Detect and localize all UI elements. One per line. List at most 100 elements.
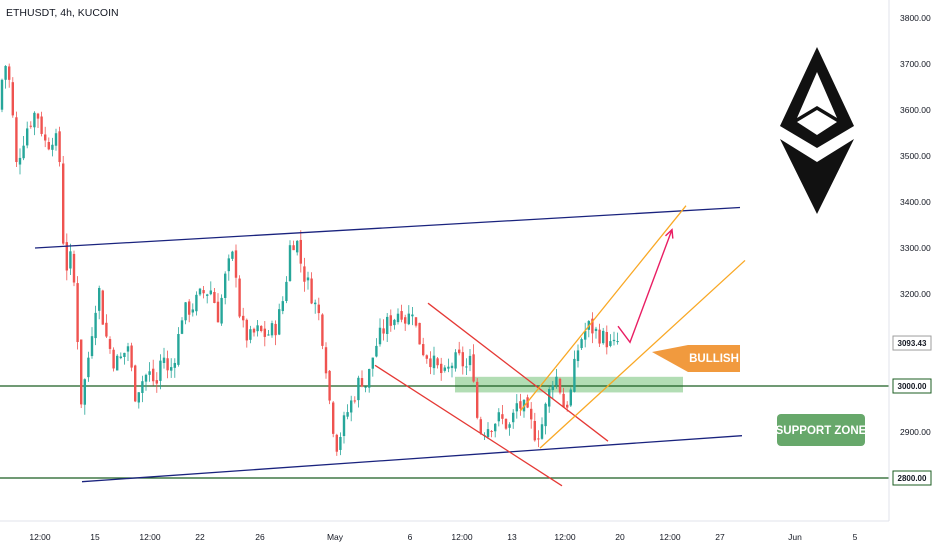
candle[interactable] xyxy=(479,416,482,435)
candle[interactable] xyxy=(177,327,180,367)
candle[interactable] xyxy=(332,400,335,438)
candle[interactable] xyxy=(548,386,551,413)
candle[interactable] xyxy=(591,312,594,344)
trendlines-layer[interactable] xyxy=(34,205,746,487)
candle[interactable] xyxy=(220,294,223,326)
candle[interactable] xyxy=(76,276,79,350)
candle[interactable] xyxy=(468,348,472,372)
candles-layer[interactable] xyxy=(0,63,619,456)
candle[interactable] xyxy=(256,320,259,337)
candle[interactable] xyxy=(40,111,43,137)
candle[interactable] xyxy=(497,408,500,427)
candle[interactable] xyxy=(105,314,108,339)
candle[interactable] xyxy=(378,318,382,347)
candle[interactable] xyxy=(285,276,288,304)
candle[interactable] xyxy=(576,344,580,368)
candle[interactable] xyxy=(519,393,522,416)
candle[interactable] xyxy=(580,337,583,350)
candle[interactable] xyxy=(299,230,302,273)
candle[interactable] xyxy=(98,285,101,320)
candle[interactable] xyxy=(126,342,130,361)
candle[interactable] xyxy=(432,346,436,375)
candle[interactable] xyxy=(440,357,443,381)
candle[interactable] xyxy=(263,321,266,347)
candle[interactable] xyxy=(551,380,554,400)
candle[interactable] xyxy=(422,337,425,357)
candle[interactable] xyxy=(44,126,47,148)
candle[interactable] xyxy=(598,323,601,347)
candle[interactable] xyxy=(616,332,619,345)
candle[interactable] xyxy=(573,350,576,393)
candle[interactable] xyxy=(191,303,194,317)
candle[interactable] xyxy=(310,272,313,305)
candle[interactable] xyxy=(425,354,428,364)
candle[interactable] xyxy=(537,430,540,448)
candle[interactable] xyxy=(11,77,14,118)
candle[interactable] xyxy=(144,373,148,391)
candle[interactable] xyxy=(260,325,263,333)
candle[interactable] xyxy=(605,325,608,355)
candle[interactable] xyxy=(155,372,158,393)
candle[interactable] xyxy=(119,352,122,360)
candle[interactable] xyxy=(544,402,547,435)
candle[interactable] xyxy=(612,331,616,346)
candle[interactable] xyxy=(267,330,270,336)
candle[interactable] xyxy=(328,369,331,405)
candle[interactable] xyxy=(587,320,590,338)
candle[interactable] xyxy=(288,240,292,282)
candle[interactable] xyxy=(375,338,378,358)
candle[interactable] xyxy=(108,336,112,354)
candle[interactable] xyxy=(472,344,475,383)
candle[interactable] xyxy=(447,358,450,373)
time-axis[interactable]: 12:00 15 12:00 22 26 May 6 12:00 13 12:00 20 12:00 2… xyxy=(0,520,889,542)
candle[interactable] xyxy=(33,111,36,136)
candle[interactable] xyxy=(512,409,515,429)
candle[interactable] xyxy=(29,121,32,129)
candle[interactable] xyxy=(461,346,464,375)
candle[interactable] xyxy=(569,387,572,407)
candle[interactable] xyxy=(242,307,245,328)
lower-channel-line[interactable] xyxy=(81,435,743,483)
candle[interactable] xyxy=(8,63,11,88)
candle[interactable] xyxy=(278,303,281,336)
candle[interactable] xyxy=(501,404,504,425)
candle[interactable] xyxy=(465,358,468,376)
candle[interactable] xyxy=(62,155,65,245)
candle[interactable] xyxy=(26,121,29,149)
candle[interactable] xyxy=(101,289,104,325)
candle[interactable] xyxy=(202,285,205,299)
candle[interactable] xyxy=(22,136,25,161)
candle[interactable] xyxy=(206,293,209,304)
candle[interactable] xyxy=(476,378,479,420)
candle[interactable] xyxy=(404,314,407,331)
candle[interactable] xyxy=(490,430,493,438)
candle[interactable] xyxy=(371,357,374,377)
candle[interactable] xyxy=(360,370,364,388)
candle[interactable] xyxy=(209,281,212,296)
candle[interactable] xyxy=(72,250,76,287)
candle[interactable] xyxy=(454,349,457,372)
candle[interactable] xyxy=(54,128,58,151)
candle[interactable] xyxy=(350,395,353,422)
candle[interactable] xyxy=(234,244,238,288)
candle[interactable] xyxy=(414,317,418,328)
candle[interactable] xyxy=(296,239,299,256)
candle[interactable] xyxy=(152,359,155,386)
candle[interactable] xyxy=(69,243,72,275)
candle[interactable] xyxy=(562,387,565,408)
candle[interactable] xyxy=(436,357,439,369)
candle[interactable] xyxy=(227,254,230,281)
candle[interactable] xyxy=(173,358,176,378)
candle[interactable] xyxy=(148,362,151,382)
candle[interactable] xyxy=(47,137,50,151)
candle[interactable] xyxy=(353,396,356,404)
candle[interactable] xyxy=(357,375,360,408)
candle[interactable] xyxy=(245,318,248,348)
candle[interactable] xyxy=(335,433,338,456)
candle[interactable] xyxy=(238,275,241,319)
candle[interactable] xyxy=(584,322,587,348)
candle[interactable] xyxy=(396,308,400,325)
candle[interactable] xyxy=(504,418,508,430)
candle[interactable] xyxy=(0,78,4,113)
